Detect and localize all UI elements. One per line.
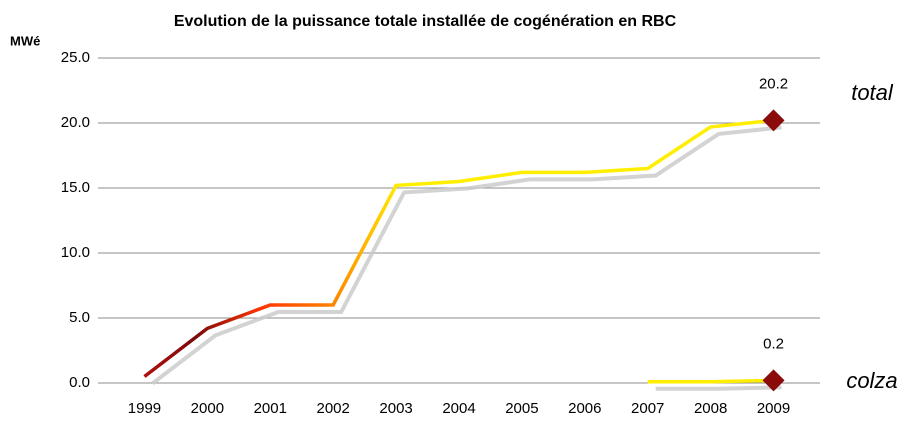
x-tick-label: 1999 [128,400,161,417]
y-axis-label: MWé [10,33,40,48]
x-tick-label: 2008 [694,400,727,417]
y-tick-label: 10.0 [61,244,90,261]
y-tick-label: 0.0 [69,374,90,391]
x-tick-label: 2002 [316,400,349,417]
x-tick-label: 2006 [568,400,601,417]
series-name: colza [846,368,897,393]
x-tick-label: 2009 [757,400,790,417]
marker [762,369,785,392]
x-tick-label: 2003 [379,400,412,417]
x-tick-label: 2005 [505,400,538,417]
x-tick-label: 2001 [254,400,287,417]
line-shadow [655,385,782,391]
y-tick-label: 25.0 [61,49,90,66]
y-tick-label: 5.0 [69,309,90,326]
marker [762,109,785,132]
series-name: total [851,80,894,105]
y-tick-label: 20.0 [61,114,90,131]
series-line [143,118,774,378]
data-label: 0.2 [763,335,784,352]
y-tick-label: 15.0 [61,179,90,196]
series-line [647,378,774,384]
x-tick-label: 2004 [442,400,475,417]
x-tick-label: 2007 [631,400,664,417]
line-shadow [151,125,782,386]
data-label: 20.2 [759,75,788,92]
x-tick-label: 2000 [191,400,224,417]
chart-title: Evolution de la puissance totale install… [174,13,677,30]
